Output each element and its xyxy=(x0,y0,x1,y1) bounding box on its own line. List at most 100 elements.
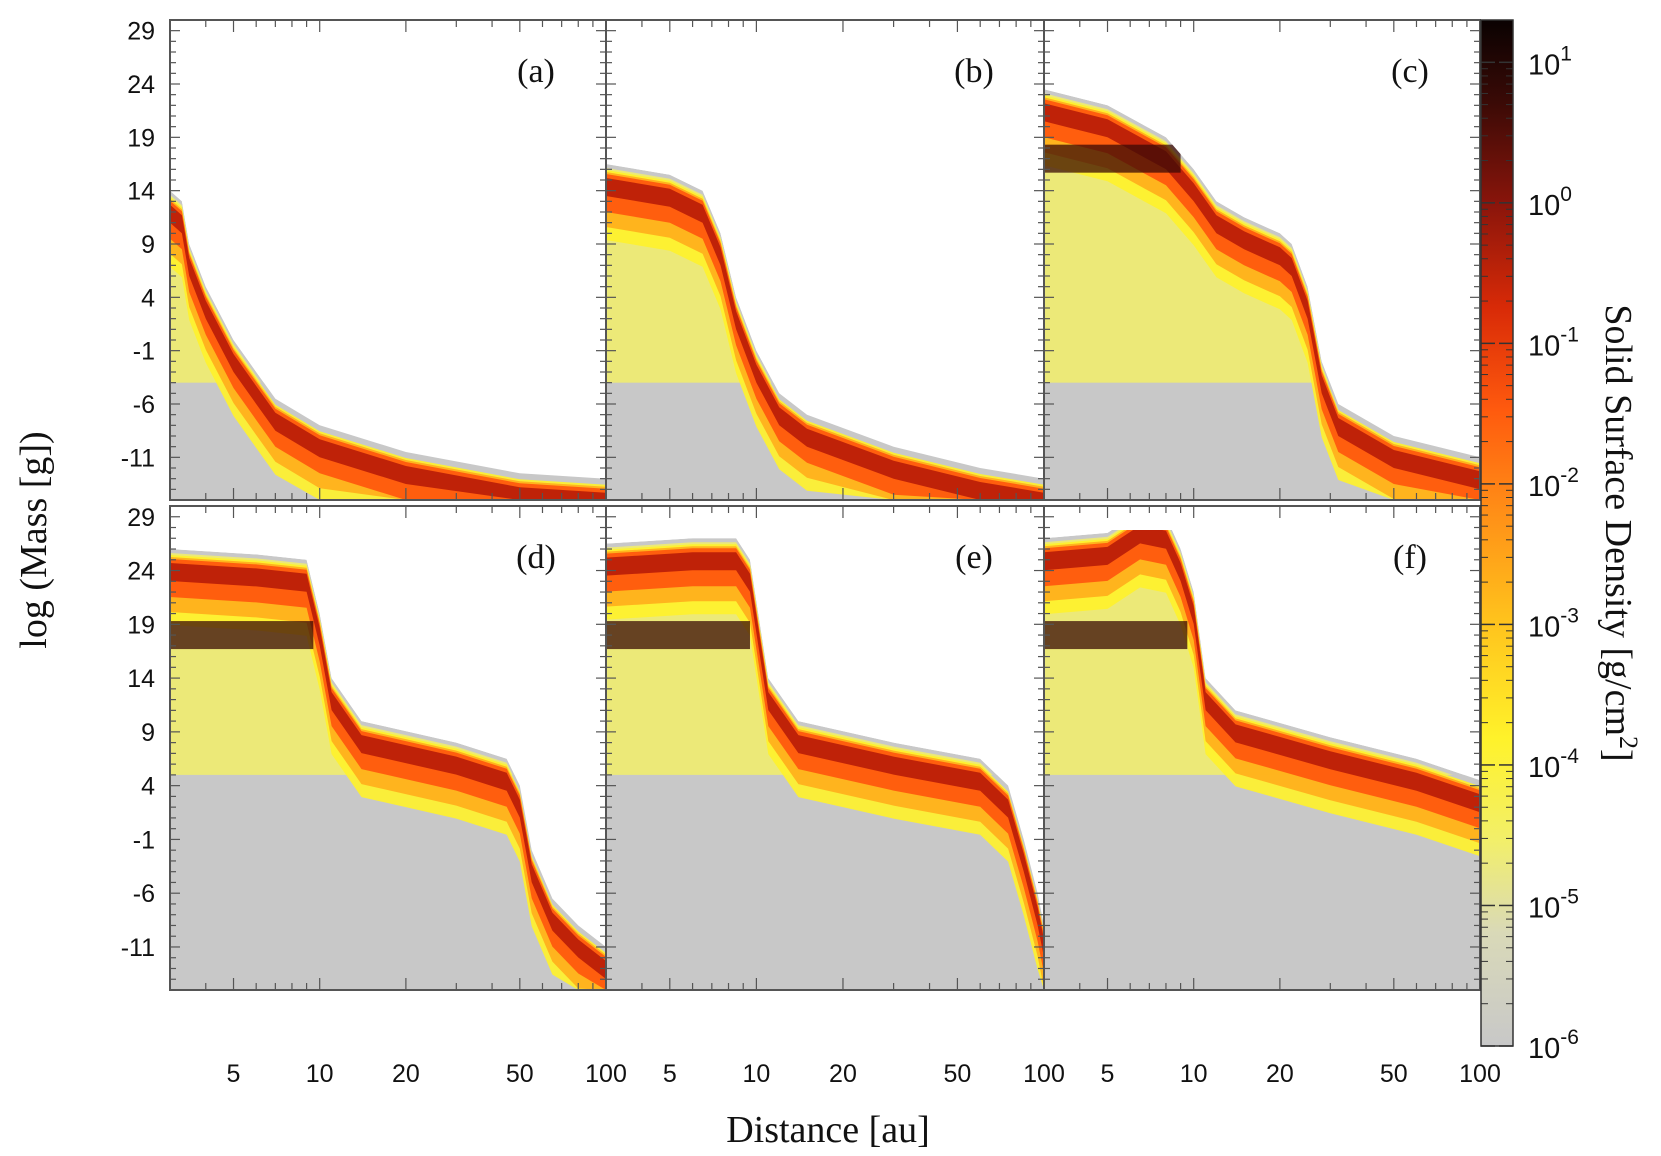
colorbar-tick-exponent: 0 xyxy=(1560,183,1572,206)
empty-region xyxy=(170,20,606,479)
colorbar-tick-label: 10-5 xyxy=(1528,885,1579,924)
frames-layer: (a) (b) (c) (d) (e) (f) xyxy=(169,19,1481,991)
density-peak-core xyxy=(170,621,314,650)
y-tick-label: 24 xyxy=(127,71,155,99)
colorbar-tick-exponent: -3 xyxy=(1560,604,1579,627)
empty-region xyxy=(1044,530,1480,781)
y-axis-title: log (Mass [g]) xyxy=(13,431,55,648)
density-band-darkred xyxy=(170,563,606,979)
colorbar-tick-exponent: 1 xyxy=(1560,42,1572,65)
x-tick-label: 20 xyxy=(829,1060,857,1088)
y-tick-label: -1 xyxy=(133,826,155,854)
y-tick-label: 29 xyxy=(127,18,155,46)
panel-label: (b) xyxy=(954,53,994,90)
x-tick-label: 5 xyxy=(1101,1060,1115,1088)
density-peak-core xyxy=(606,621,750,650)
y-tick-label: 4 xyxy=(141,773,155,801)
x-tick-label: 10 xyxy=(306,1060,334,1088)
y-tick-label: -11 xyxy=(121,444,155,472)
x-tick-label: 10 xyxy=(1180,1060,1208,1088)
colorbar-tick-base: 10 xyxy=(1528,892,1560,924)
y-tick-label: 24 xyxy=(127,558,155,586)
density-band-darkred xyxy=(170,204,606,500)
colorbar-tick-label: 101 xyxy=(1528,42,1572,81)
colorbar xyxy=(1480,19,1514,1047)
x-tick-label: 10 xyxy=(742,1060,770,1088)
x-tick-label: 100 xyxy=(1459,1060,1501,1088)
x-tick-label: 20 xyxy=(392,1060,420,1088)
colorbar-title-main: Solid Surface Density [g/cm xyxy=(1597,304,1639,736)
colorbar-title-end: ] xyxy=(1597,749,1639,762)
empty-region xyxy=(606,530,1044,926)
panel-a xyxy=(170,20,606,500)
panel-frame xyxy=(1043,19,1481,501)
empty-region xyxy=(1044,20,1480,458)
y-tick-label: 14 xyxy=(127,665,155,693)
y-tick-label: -1 xyxy=(133,338,155,366)
density-band-red xyxy=(170,559,606,990)
y-tick-label: 19 xyxy=(127,611,155,639)
colorbar-tick-label: 10-3 xyxy=(1528,604,1579,643)
empty-region xyxy=(606,20,1044,479)
panel-label: (d) xyxy=(516,539,556,576)
y-tick-label: 19 xyxy=(127,124,155,152)
x-tick-label: 50 xyxy=(506,1060,534,1088)
panel-b xyxy=(606,20,1044,500)
x-tick-label: 5 xyxy=(663,1060,677,1088)
colorbar-tick-exponent: -1 xyxy=(1560,323,1579,346)
density-band-darkred xyxy=(606,178,1044,500)
colorbar-tick-base: 10 xyxy=(1528,330,1560,362)
colorbar-tick-label: 10-6 xyxy=(1528,1026,1579,1065)
x-tick-label: 50 xyxy=(944,1060,972,1088)
colorbar-tick-label: 10-2 xyxy=(1528,464,1579,503)
x-tick-label: 20 xyxy=(1266,1060,1294,1088)
y-tick-label: 9 xyxy=(141,719,155,747)
colorbar-title: Solid Surface Density [g/cm2] xyxy=(1597,304,1643,761)
x-tick-label: 100 xyxy=(585,1060,627,1088)
panel-label: (c) xyxy=(1391,53,1429,90)
colorbar-tick-label: 10-1 xyxy=(1528,323,1579,362)
y-tick-label: 9 xyxy=(141,231,155,259)
ticks-layer: 29 24 19 14 9 4 -1 -6 -11 29 24 19 14 9 4 -1 -6 -11 5 10 20 5… xyxy=(121,18,1501,1088)
x-tick-label: 100 xyxy=(1023,1060,1065,1088)
panel-c xyxy=(1044,20,1480,501)
colorbar-tick-exponent: -5 xyxy=(1560,885,1579,908)
density-peak-core xyxy=(1044,144,1181,173)
panel-label: (e) xyxy=(955,539,993,576)
panel-label: (f) xyxy=(1393,539,1427,576)
density-band-red xyxy=(606,548,1044,974)
x-tick-label: 5 xyxy=(227,1060,241,1088)
density-band-red xyxy=(1044,99,1480,501)
colorbar-tick-base: 10 xyxy=(1528,49,1560,81)
colorbar-tick-exponent: -2 xyxy=(1560,464,1579,487)
colorbar-tick-base: 10 xyxy=(1528,190,1560,222)
density-band-darkred xyxy=(606,552,1044,958)
y-tick-label: -11 xyxy=(121,934,155,962)
density-band-darkred xyxy=(1044,530,1480,813)
colorbar-tick-base: 10 xyxy=(1528,471,1560,503)
panel-f xyxy=(1044,530,1480,990)
density-band-red xyxy=(606,174,1044,500)
x-axis-title: Distance [au] xyxy=(726,1109,930,1151)
colorbar-tick-base: 10 xyxy=(1528,752,1560,784)
panel-d xyxy=(170,530,606,990)
colorbar-title-sup: 2 xyxy=(1614,736,1643,749)
y-tick-label: 29 xyxy=(127,504,155,532)
panel-e xyxy=(606,530,1044,990)
density-peak-core xyxy=(1044,621,1188,650)
y-tick-label: 4 xyxy=(141,284,155,312)
panels-layer xyxy=(170,20,1480,990)
panel-label: (a) xyxy=(517,53,555,90)
colorbar-tick-base: 10 xyxy=(1528,611,1560,643)
x-tick-label: 50 xyxy=(1380,1060,1408,1088)
colorbar-tick-label: 100 xyxy=(1528,183,1572,222)
density-band-lightyellow xyxy=(1044,95,1480,501)
empty-region xyxy=(170,530,606,947)
y-tick-label: 14 xyxy=(127,178,155,206)
colorbar-tick-base: 10 xyxy=(1528,1033,1560,1065)
panel-frame xyxy=(1043,505,1481,991)
colorbar-tick-exponent: -4 xyxy=(1560,745,1579,768)
y-tick-label: -6 xyxy=(133,391,155,419)
